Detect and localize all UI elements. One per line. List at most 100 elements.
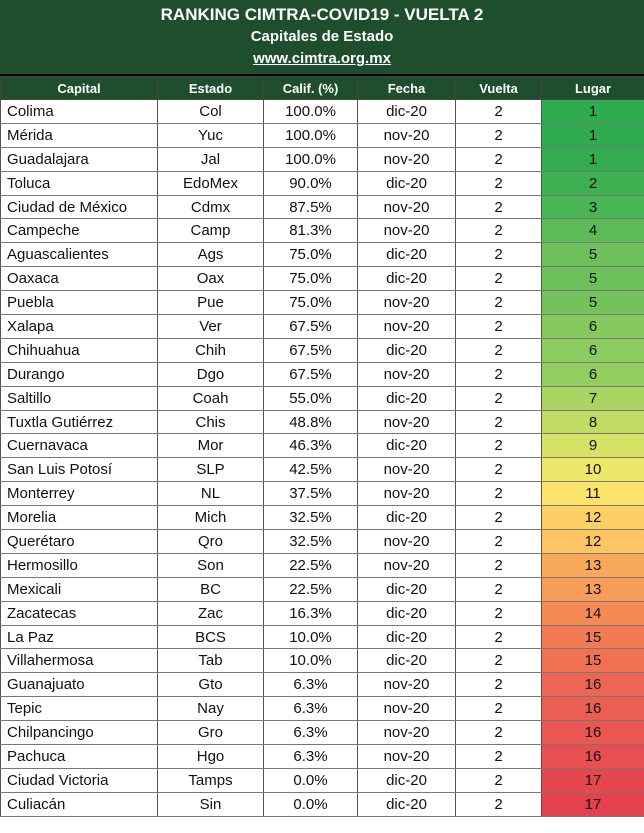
cell-capital: Colima xyxy=(0,99,158,124)
cell-lugar: 14 xyxy=(541,601,644,626)
cell-estado: SLP xyxy=(157,457,264,483)
cell-capital: Chilpancingo xyxy=(0,720,158,746)
cell-capital: Toluca xyxy=(0,171,158,196)
cell-vuelta: 2 xyxy=(455,601,542,626)
cell-vuelta: 2 xyxy=(455,147,542,172)
cell-capital: Ciudad Victoria xyxy=(0,768,158,793)
cell-fecha: dic-20 xyxy=(357,505,456,531)
cell-estado: NL xyxy=(157,481,264,507)
cell-lugar: 2 xyxy=(541,171,644,196)
cell-lugar: 1 xyxy=(541,147,644,172)
cell-capital: Guanajuato xyxy=(0,672,158,698)
cell-calif: 100.0% xyxy=(263,99,358,124)
cell-estado: Tab xyxy=(157,648,264,674)
cell-calif: 75.0% xyxy=(263,266,358,292)
cell-calif: 0.0% xyxy=(263,792,358,817)
cell-capital: Querétaro xyxy=(0,529,158,554)
cell-lugar: 10 xyxy=(541,457,644,483)
cell-fecha: nov-20 xyxy=(357,481,456,507)
cell-capital: Mérida xyxy=(0,123,158,148)
cell-vuelta: 2 xyxy=(455,314,542,339)
cell-fecha: nov-20 xyxy=(357,696,456,722)
cell-calif: 22.5% xyxy=(263,553,358,578)
cell-vuelta: 2 xyxy=(455,481,542,507)
website-link[interactable]: www.cimtra.org.mx xyxy=(253,50,391,67)
column-header-fecha: Fecha xyxy=(357,76,456,100)
table-row: Guadalajara Jal 100.0% nov-20 2 1 xyxy=(0,147,644,172)
cell-lugar: 5 xyxy=(541,242,644,268)
cell-capital: Cuernavaca xyxy=(0,433,158,459)
cell-fecha: dic-20 xyxy=(357,99,456,124)
cell-estado: Jal xyxy=(157,147,264,172)
table-row: Hermosillo Son 22.5% nov-20 2 13 xyxy=(0,553,644,578)
cell-fecha: dic-20 xyxy=(357,792,456,817)
cell-lugar: 4 xyxy=(541,218,644,244)
table-row: Puebla Pue 75.0% nov-20 2 5 xyxy=(0,290,644,316)
table-header-row: Capital Estado Calif. (%) Fecha Vuelta L… xyxy=(0,76,644,100)
cell-vuelta: 2 xyxy=(455,457,542,483)
cell-lugar: 15 xyxy=(541,625,644,650)
cell-estado: Gro xyxy=(157,720,264,746)
cell-vuelta: 2 xyxy=(455,625,542,650)
cell-estado: Mich xyxy=(157,505,264,531)
cell-fecha: nov-20 xyxy=(357,314,456,339)
cell-calif: 81.3% xyxy=(263,218,358,244)
cell-capital: Aguascalientes xyxy=(0,242,158,268)
cell-fecha: dic-20 xyxy=(357,171,456,196)
cell-estado: Ags xyxy=(157,242,264,268)
table-row: Campeche Camp 81.3% nov-20 2 4 xyxy=(0,218,644,244)
cell-calif: 10.0% xyxy=(263,625,358,650)
cell-estado: BCS xyxy=(157,625,264,650)
table-row: San Luis Potosí SLP 42.5% nov-20 2 10 xyxy=(0,457,644,483)
cell-estado: Dgo xyxy=(157,362,264,387)
cell-fecha: dic-20 xyxy=(357,601,456,626)
cell-calif: 48.8% xyxy=(263,410,358,435)
cell-calif: 32.5% xyxy=(263,505,358,531)
table-row: Pachuca Hgo 6.3% nov-20 2 16 xyxy=(0,744,644,769)
column-header-calif: Calif. (%) xyxy=(263,76,358,100)
table-row: Chilpancingo Gro 6.3% nov-20 2 16 xyxy=(0,720,644,746)
cell-fecha: dic-20 xyxy=(357,625,456,650)
cell-vuelta: 2 xyxy=(455,266,542,292)
cell-fecha: dic-20 xyxy=(357,768,456,793)
cell-estado: Zac xyxy=(157,601,264,626)
cell-calif: 75.0% xyxy=(263,290,358,316)
cell-fecha: nov-20 xyxy=(357,672,456,698)
cell-capital: Xalapa xyxy=(0,314,158,339)
cell-estado: Oax xyxy=(157,266,264,292)
column-header-lugar: Lugar xyxy=(541,76,644,100)
cell-estado: Camp xyxy=(157,218,264,244)
table-row: Zacatecas Zac 16.3% dic-20 2 14 xyxy=(0,601,644,626)
cell-lugar: 15 xyxy=(541,648,644,674)
table-row: Guanajuato Gto 6.3% nov-20 2 16 xyxy=(0,672,644,698)
cell-vuelta: 2 xyxy=(455,195,542,220)
cell-fecha: nov-20 xyxy=(357,410,456,435)
cell-estado: Son xyxy=(157,553,264,578)
cell-estado: Chih xyxy=(157,338,264,363)
cell-estado: Gto xyxy=(157,672,264,698)
table-row: Aguascalientes Ags 75.0% dic-20 2 5 xyxy=(0,242,644,268)
cell-estado: Cdmx xyxy=(157,195,264,220)
cell-vuelta: 2 xyxy=(455,410,542,435)
cell-estado: Pue xyxy=(157,290,264,316)
cell-estado: Hgo xyxy=(157,744,264,769)
cell-vuelta: 2 xyxy=(455,792,542,817)
cell-lugar: 16 xyxy=(541,696,644,722)
cell-vuelta: 2 xyxy=(455,553,542,578)
cell-fecha: nov-20 xyxy=(357,553,456,578)
cell-capital: Monterrey xyxy=(0,481,158,507)
cell-estado: Nay xyxy=(157,696,264,722)
cell-fecha: dic-20 xyxy=(357,648,456,674)
cell-lugar: 16 xyxy=(541,672,644,698)
cell-vuelta: 2 xyxy=(455,720,542,746)
cell-calif: 10.0% xyxy=(263,648,358,674)
cell-lugar: 7 xyxy=(541,386,644,411)
cell-fecha: nov-20 xyxy=(357,218,456,244)
cell-calif: 6.3% xyxy=(263,696,358,722)
cell-calif: 6.3% xyxy=(263,720,358,746)
cell-estado: Ver xyxy=(157,314,264,339)
cell-vuelta: 2 xyxy=(455,386,542,411)
cell-calif: 16.3% xyxy=(263,601,358,626)
table-row: Chihuahua Chih 67.5% dic-20 2 6 xyxy=(0,338,644,363)
cell-fecha: dic-20 xyxy=(357,577,456,602)
